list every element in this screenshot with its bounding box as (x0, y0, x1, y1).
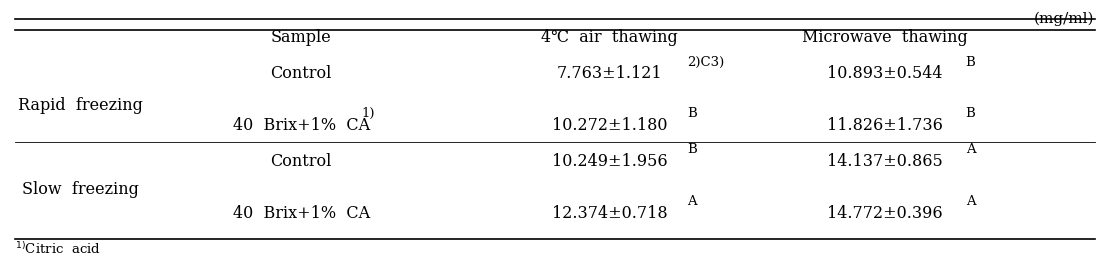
Text: A: A (965, 143, 975, 156)
Text: 14.772±0.396: 14.772±0.396 (827, 205, 943, 222)
Text: 14.137±0.865: 14.137±0.865 (827, 153, 943, 170)
Text: B: B (687, 107, 696, 120)
Text: Slow  freezing: Slow freezing (22, 181, 139, 198)
Text: $^{1)}$Citric  acid: $^{1)}$Citric acid (14, 241, 101, 257)
Text: 40  Brix+1%  CA: 40 Brix+1% CA (232, 205, 370, 222)
Text: Sample: Sample (271, 29, 332, 46)
Text: Rapid  freezing: Rapid freezing (19, 97, 143, 115)
Text: 11.826±1.736: 11.826±1.736 (827, 117, 943, 134)
Text: (mg/ml): (mg/ml) (1034, 12, 1095, 26)
Text: 10.249±1.956: 10.249±1.956 (552, 153, 668, 170)
Text: B: B (965, 56, 975, 69)
Text: 1): 1) (362, 107, 375, 120)
Text: 7.763±1.121: 7.763±1.121 (557, 65, 663, 82)
Text: 2)C3): 2)C3) (687, 56, 724, 69)
Text: Microwave  thawing: Microwave thawing (803, 29, 969, 46)
Text: 10.272±1.180: 10.272±1.180 (552, 117, 668, 134)
Text: 12.374±0.718: 12.374±0.718 (552, 205, 668, 222)
Text: 4℃  air  thawing: 4℃ air thawing (541, 29, 679, 46)
Text: Control: Control (270, 153, 332, 170)
Text: A: A (687, 195, 696, 208)
Text: B: B (687, 143, 696, 156)
Text: 10.893±0.544: 10.893±0.544 (828, 65, 943, 82)
Text: A: A (965, 195, 975, 208)
Text: B: B (965, 107, 975, 120)
Text: Control: Control (270, 65, 332, 82)
Text: 40  Brix+1%  CA: 40 Brix+1% CA (232, 117, 370, 134)
